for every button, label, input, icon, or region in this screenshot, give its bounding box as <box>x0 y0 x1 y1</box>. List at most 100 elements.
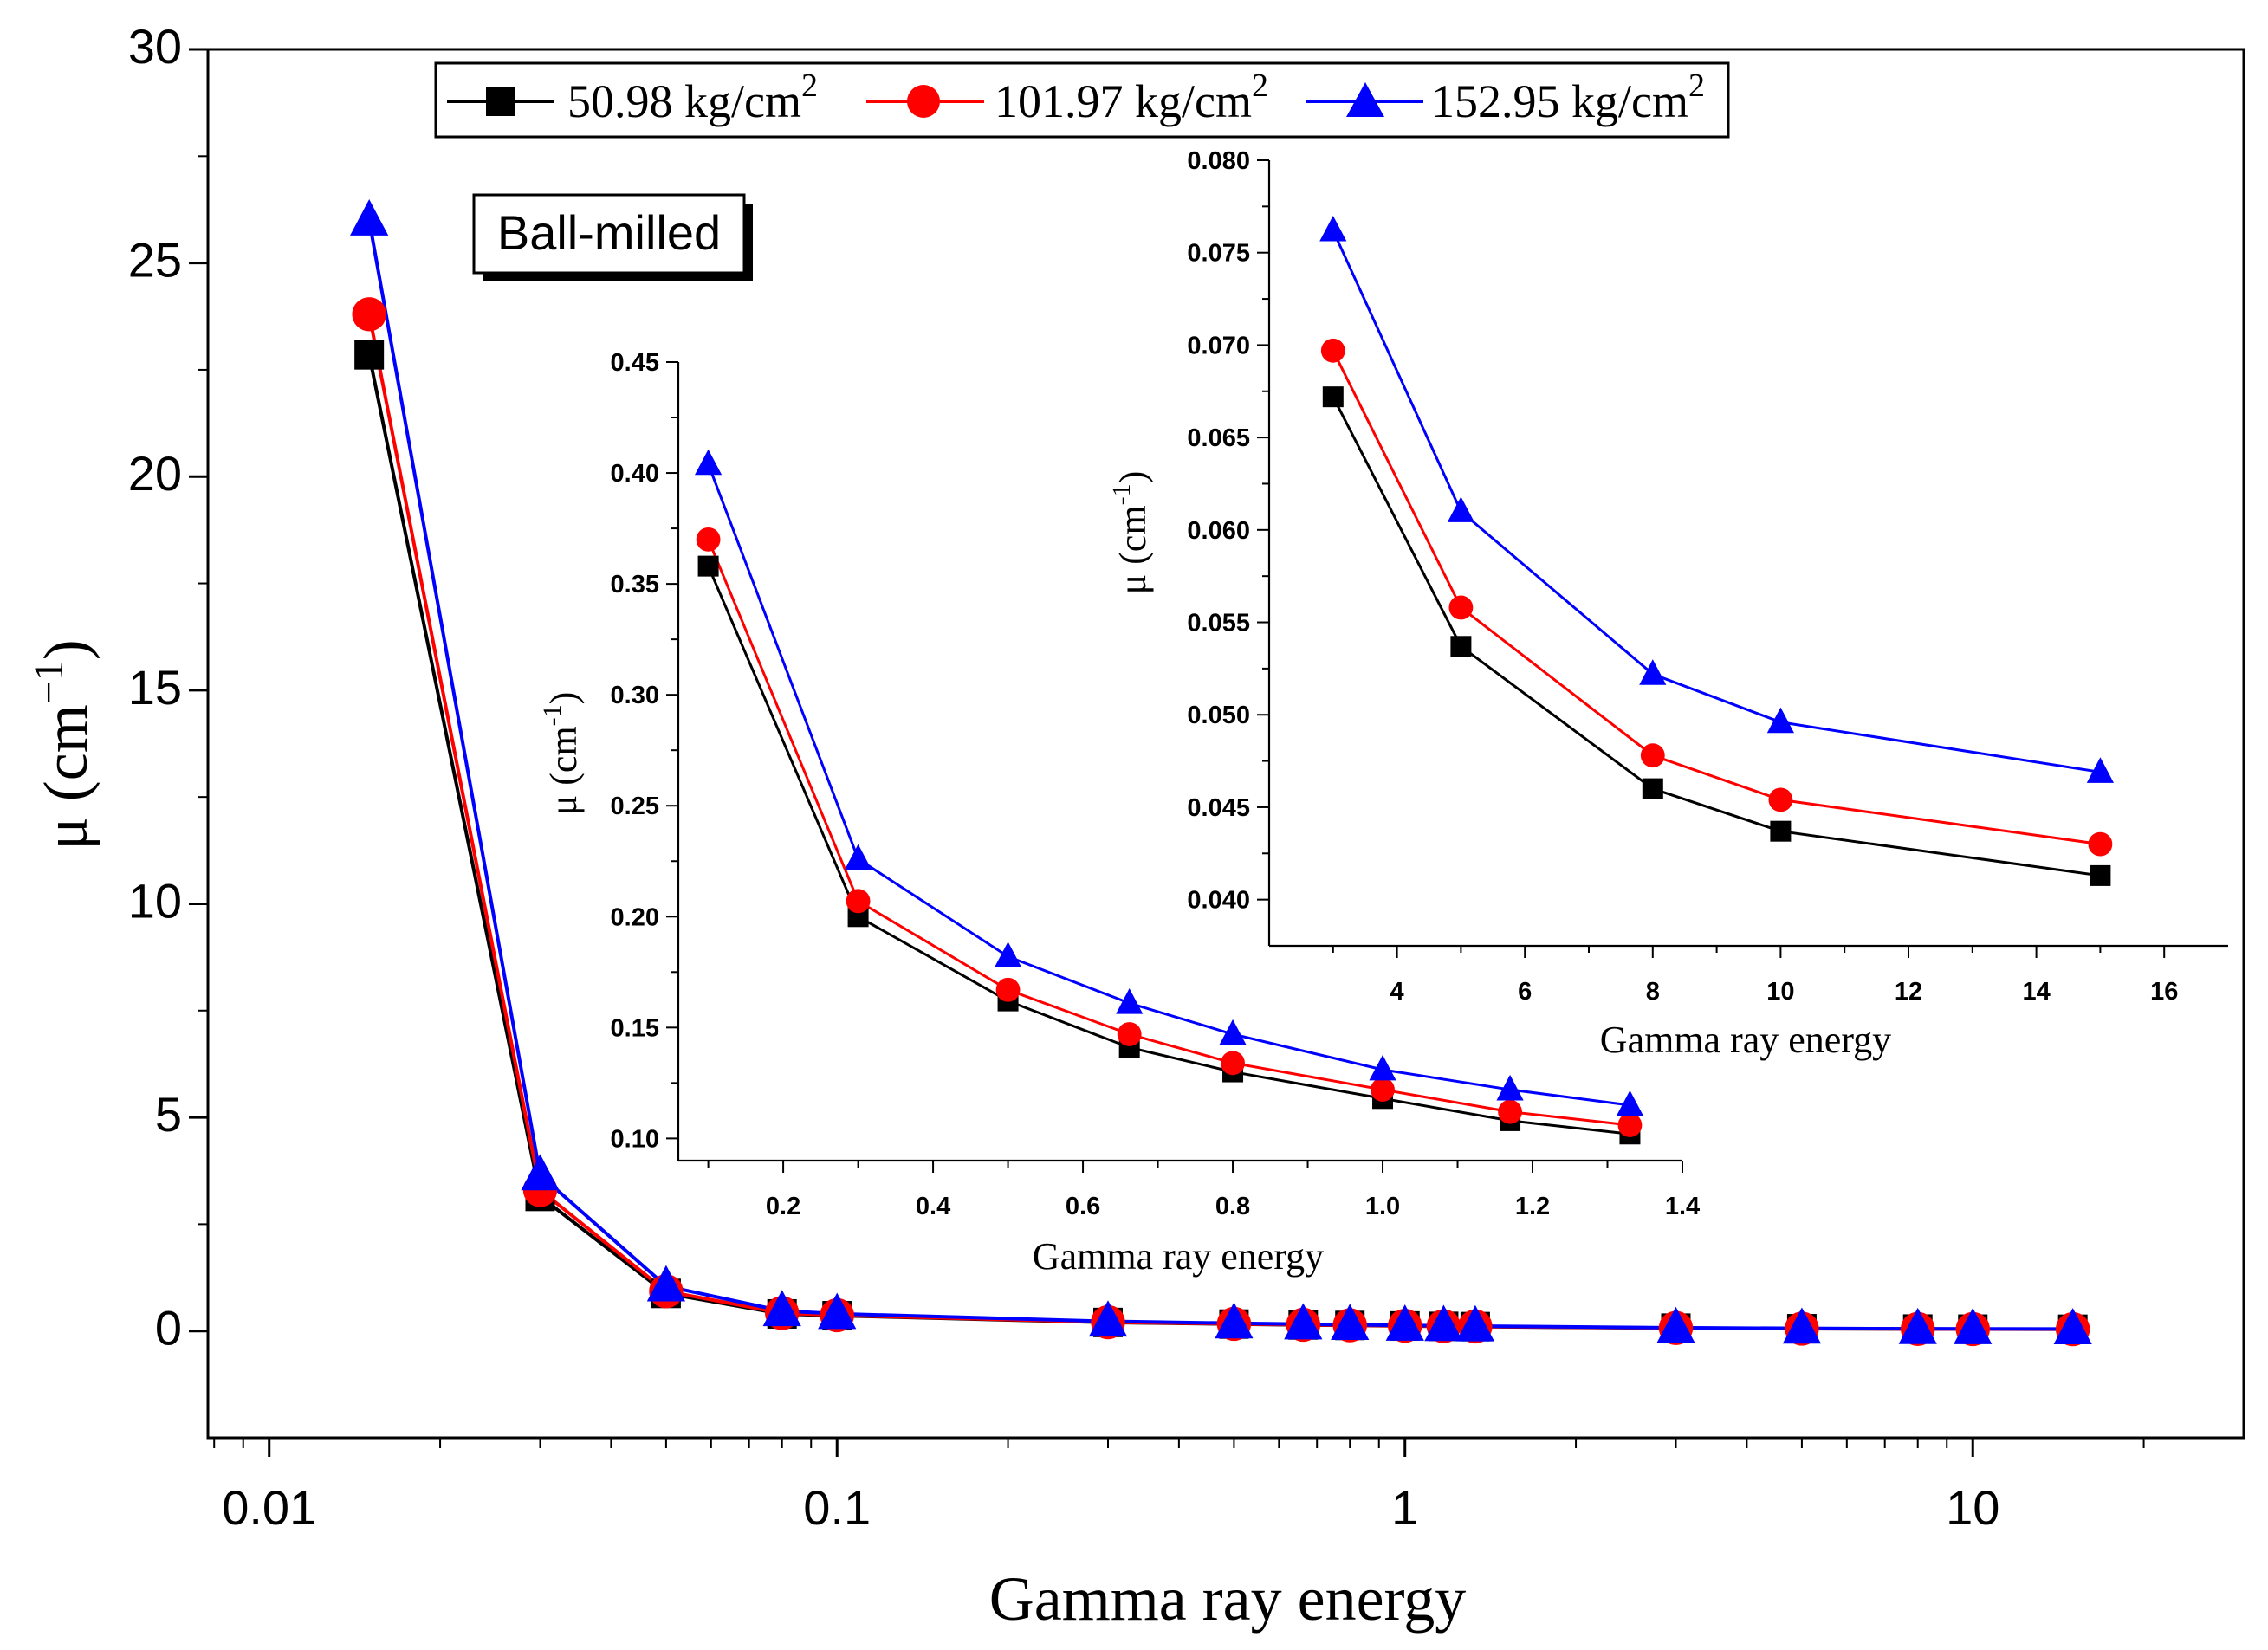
inset2-y-tick-label: 0.080 <box>1187 147 1250 175</box>
inset1-series-1-line <box>707 566 1630 1136</box>
inset2-y-tick-label: 0.040 <box>1187 887 1250 915</box>
inset2-series-3-point <box>1766 707 1794 734</box>
inset1-ticks: 0.10 0.15 0.20 0.25 0.30 0.35 0.40 0.45 0.2 0.4 0.… <box>611 349 1701 1220</box>
inset2-x-axis-title: Gamma ray energy <box>1600 1019 1891 1061</box>
inset1-series-2-point <box>1117 1022 1142 1046</box>
inset2-x-tick-label: 16 <box>2150 978 2178 1006</box>
inset2-series-2-point <box>1768 787 1793 812</box>
inset1-series-2-point <box>846 889 871 914</box>
inset1-series-3-point <box>1496 1074 1524 1101</box>
inset1-series-3-point <box>844 844 872 870</box>
inset2-series-3-point <box>1639 659 1667 685</box>
legend-item-series-1: 50.98 kg/cm2 <box>447 68 818 127</box>
main-y-tick-label: 5 <box>155 1087 182 1142</box>
main-y-axis-title: μ (cm−1) <box>26 639 100 851</box>
inset2-series-1-point <box>1322 386 1344 408</box>
inset2-x-tick-label: 4 <box>1390 978 1404 1006</box>
inset1-y-axis-title: μ (cm-1) <box>538 692 585 816</box>
legend-box <box>434 61 1730 139</box>
inset2-y-tick-label: 0.065 <box>1187 424 1250 452</box>
inset1-series-3-line <box>707 463 1630 1107</box>
main-series-3-point <box>762 1290 801 1327</box>
inset2-y-tick-label: 0.070 <box>1187 332 1250 359</box>
ball-milled-annotation: Ball-milled <box>472 193 753 281</box>
inset1-y-tick-label: 0.45 <box>611 349 659 377</box>
main-series-3-point <box>1424 1304 1463 1342</box>
inset1-series-2-point <box>1498 1099 1522 1124</box>
main-y-tick-label: 20 <box>128 446 182 501</box>
main-plot-frame <box>206 48 2245 1440</box>
inset1-x-tick-label: 0.2 <box>766 1193 800 1220</box>
inset2-x-tick-label: 8 <box>1646 978 1660 1006</box>
main-series-3-point <box>646 1265 686 1302</box>
main-axes <box>206 48 2245 1440</box>
inset1-x-tick-label: 1.4 <box>1665 1193 1700 1220</box>
main-series-3-point <box>1284 1303 1323 1340</box>
inset2-series-3-point <box>1319 215 1347 242</box>
inset2-series-1-point <box>2090 864 2111 886</box>
inset1-series-1-point <box>697 555 719 577</box>
inset2-series-2-point <box>1448 595 1474 620</box>
main-series-3-point <box>1782 1307 1822 1344</box>
inset1-series-2-point <box>1617 1113 1643 1137</box>
inset2-series <box>1319 215 2114 886</box>
inset1-series-2-point <box>1371 1077 1395 1102</box>
inset1-series-3-point <box>694 449 723 476</box>
inset1-y-tick-label: 0.10 <box>611 1125 659 1153</box>
inset1-series-3-point <box>1219 1019 1247 1045</box>
main-y-tick-label: 25 <box>128 233 182 288</box>
inset1-y-tick-label: 0.20 <box>611 903 659 931</box>
inset1-series-2-point <box>696 527 721 552</box>
inset2-axes <box>1267 160 2228 948</box>
inset2-ticks: 0.040 0.045 0.050 0.055 0.060 0.065 0.070 0.075… <box>1187 147 2178 1006</box>
inset1-series <box>694 449 1644 1145</box>
inset2-y-tick-label: 0.060 <box>1187 517 1250 545</box>
inset1-series-3-point <box>1616 1090 1644 1116</box>
inset2-series-2-point <box>1320 338 1345 363</box>
inset1-x-tick-label: 1.0 <box>1365 1193 1400 1220</box>
main-x-axis-title: Gamma ray energy <box>989 1564 1466 1634</box>
legend-label-series-1: 50.98 kg/cm2 <box>567 68 818 127</box>
main-series-3-point <box>521 1154 560 1191</box>
main-x-tick-label: 1 <box>1391 1480 1418 1535</box>
main-x-tick-label: 10 <box>1946 1480 1999 1535</box>
main-series-3-point <box>1088 1300 1128 1337</box>
inset2-y-tick-label: 0.045 <box>1187 794 1250 822</box>
legend-label-series-2: 101.97 kg/cm2 <box>995 68 1268 127</box>
main-series <box>350 199 2092 1347</box>
inset2-x-tick-label: 6 <box>1518 978 1532 1006</box>
main-series-3-point <box>1215 1302 1254 1339</box>
main-series-3-point <box>2053 1308 2092 1344</box>
main-x-tick-label: 0.1 <box>803 1480 871 1535</box>
inset1-y-tick-label: 0.40 <box>611 460 659 488</box>
main-y-tick-label: 10 <box>128 873 182 928</box>
annotation-box <box>472 193 746 275</box>
inset2-y-tick-label: 0.050 <box>1187 702 1250 729</box>
legend-marker-series-2 <box>907 85 940 118</box>
inset1-series-2-point <box>995 977 1021 1002</box>
inset2-series-1-point <box>1642 778 1663 799</box>
annotation-label: Ball-milled <box>497 205 721 260</box>
inset2-y-tick-label: 0.075 <box>1187 240 1250 268</box>
inset2-y-axis-title: μ (cm-1) <box>1107 471 1154 595</box>
legend-label-series-3: 152.95 kg/cm2 <box>1431 68 1705 127</box>
inset1-y-tick-label: 0.35 <box>611 571 659 599</box>
main-y-tick-label: 30 <box>128 19 182 74</box>
inset1-y-tick-label: 0.30 <box>611 682 659 709</box>
inset2-x-tick-label: 12 <box>1895 978 1922 1006</box>
main-series-1-point <box>354 340 385 370</box>
main-y-tick-label: 15 <box>128 660 182 715</box>
inset1-x-tick-label: 0.6 <box>1066 1193 1100 1220</box>
inset2-series-2-point <box>1640 743 1665 768</box>
inset1-series-3-point <box>1116 988 1144 1014</box>
main-series-3-point <box>1898 1307 1937 1344</box>
inset2-x-tick-label: 10 <box>1766 978 1794 1006</box>
main-series-3-point <box>1331 1304 1370 1341</box>
inset1-x-tick-label: 0.8 <box>1215 1193 1250 1220</box>
main-series-3-point <box>1656 1306 1695 1343</box>
legend: 50.98 kg/cm2 101.97 kg/cm2 152.95 kg/cm2 <box>434 61 1730 139</box>
inset1-series-2-point <box>1221 1051 1245 1076</box>
main-series-3-point <box>350 199 389 236</box>
